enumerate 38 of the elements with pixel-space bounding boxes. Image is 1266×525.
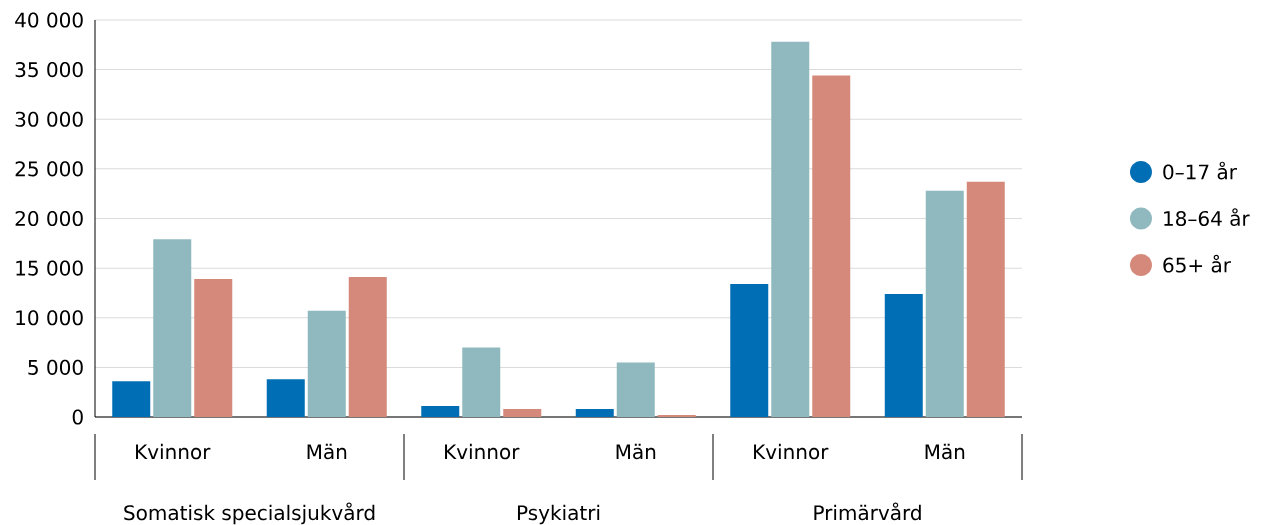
bar [730, 284, 769, 417]
bar [266, 379, 305, 417]
bar [966, 181, 1005, 417]
bar [616, 362, 655, 417]
bar [503, 409, 542, 417]
legend-label: 18–64 år [1164, 208, 1250, 227]
y-tick-label: 10 000 [16, 310, 83, 326]
bar [348, 277, 387, 417]
y-tick-label: 5 000 [28, 359, 83, 375]
text: Psykiatri [517, 504, 600, 525]
text: Somatisk specialsjukvård [124, 502, 375, 525]
y-tick-label: 0 [72, 409, 83, 425]
bar [462, 347, 501, 417]
text: Primärvård [814, 502, 921, 521]
x-tick-label: Män [616, 443, 656, 460]
y-tick-label: 40 000 [15, 12, 83, 28]
x-tick-label: Kvinnor [445, 443, 520, 460]
x-tick-label: Kvinnor [136, 443, 211, 460]
legend-label: 65+ år [1163, 254, 1231, 273]
legend-label: 0–17 år [1163, 161, 1237, 180]
bar [153, 239, 192, 417]
bar [812, 75, 851, 417]
y-tick-label: 35 000 [15, 62, 83, 78]
bar [307, 310, 346, 417]
y-tick-label: 20 000 [15, 210, 83, 227]
bar [884, 293, 923, 417]
x-tick-label: Män [307, 443, 347, 460]
bar [925, 190, 964, 417]
bar [575, 409, 614, 417]
bar [112, 381, 151, 417]
x-tick-label: Män [925, 443, 965, 460]
bar [421, 406, 460, 417]
bar [194, 279, 233, 417]
x-tick-label: Kvinnor [754, 443, 829, 460]
bar [771, 41, 810, 417]
y-tick-label: 30 000 [15, 111, 83, 127]
y-tick-label: 15 000 [16, 260, 83, 276]
y-tick-label: 25 000 [15, 161, 83, 177]
